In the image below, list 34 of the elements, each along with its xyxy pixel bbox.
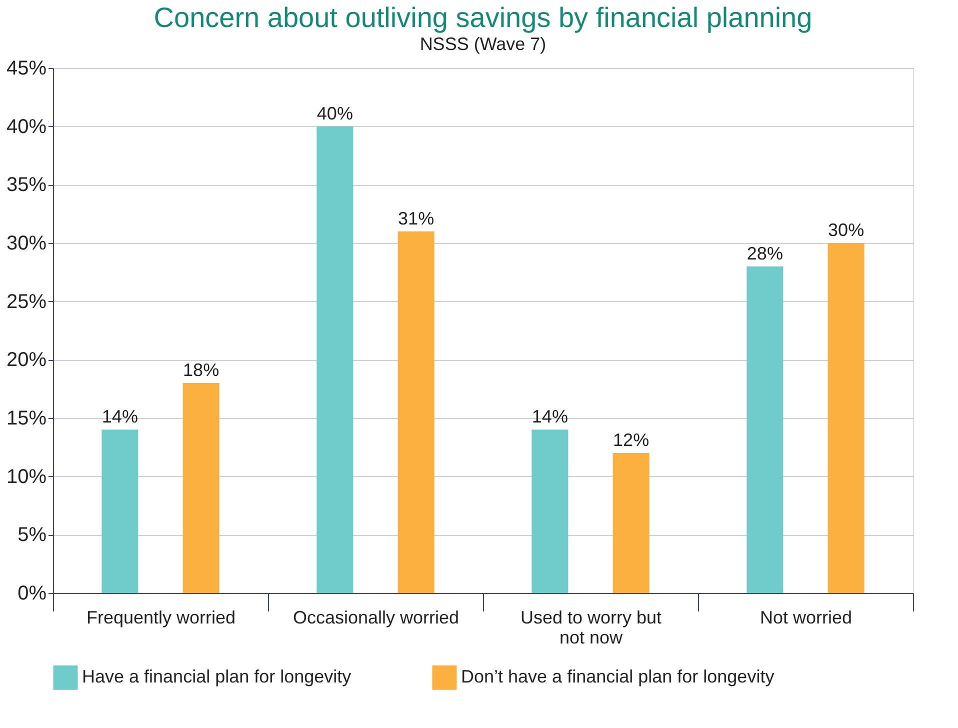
legend-label: Have a financial plan for longevity [82,666,352,687]
y-tick-label: 20% [6,349,47,372]
data-label: 31% [398,208,434,228]
y-tick-label: 35% [6,174,47,196]
bar [828,243,864,593]
y-tick-label: 15% [6,408,47,430]
y-tick-label: 5% [18,524,47,546]
chart-subtitle: NSSS (Wave 7) [420,34,546,54]
data-label: 30% [828,220,864,240]
data-label: 12% [613,430,650,450]
bar [398,231,434,593]
bar [746,266,784,593]
y-tick-label: 10% [6,466,47,488]
legend-label: Don’t have a financial plan for longevity [461,666,774,687]
data-label: 14% [532,406,568,427]
y-tick-label: 0% [18,582,47,604]
x-tick-label: Not worried [760,608,852,628]
chart-title: Concern about outliving savings by financial planning [154,2,812,33]
data-label: 18% [183,360,220,380]
data-label: 40% [316,103,353,124]
bar [316,126,354,593]
bar [532,430,568,593]
y-tick-label: 45% [6,58,47,80]
y-tick-label: 40% [6,116,47,138]
data-label: 14% [102,406,138,427]
data-label: 28% [746,243,783,264]
y-tick-label: 25% [6,290,47,313]
bar [182,383,220,593]
bar [612,453,650,593]
x-tick-label: Occasionally worried [292,608,460,628]
bar [102,430,138,593]
x-tick-label: Used to worry but not now [520,608,662,648]
x-tick-label: Frequently worried [86,608,236,628]
y-tick-label: 30% [6,232,47,254]
